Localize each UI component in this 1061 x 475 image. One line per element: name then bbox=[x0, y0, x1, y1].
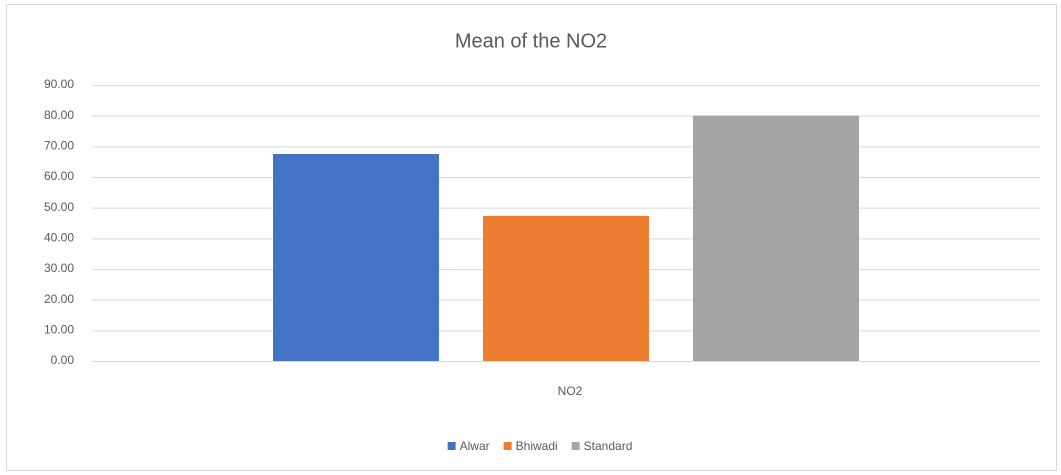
y-tick-label: 90.00 bbox=[44, 77, 74, 91]
bar bbox=[693, 115, 859, 362]
legend-swatch bbox=[571, 442, 580, 450]
y-tick-label: 30.00 bbox=[44, 261, 74, 275]
y-tick-label: 80.00 bbox=[44, 108, 74, 122]
y-tick-label: 10.00 bbox=[44, 323, 74, 337]
bar bbox=[483, 215, 649, 361]
legend-label: Alwar bbox=[460, 439, 490, 453]
legend-swatch bbox=[503, 442, 512, 450]
bar bbox=[273, 154, 439, 361]
legend-label: Bhiwadi bbox=[516, 439, 558, 453]
chart-title: Mean of the NO2 bbox=[455, 30, 607, 52]
legend-swatch bbox=[447, 442, 456, 450]
y-tick-label: 20.00 bbox=[44, 292, 74, 306]
y-tick-label: 50.00 bbox=[44, 200, 74, 214]
y-tick-label: 40.00 bbox=[44, 231, 74, 245]
y-tick-label: 60.00 bbox=[44, 169, 74, 183]
x-tick-label: NO2 bbox=[558, 384, 583, 398]
y-tick-label: 70.00 bbox=[44, 139, 74, 153]
y-tick-label: 0.00 bbox=[51, 353, 75, 367]
legend-label: Standard bbox=[584, 439, 633, 453]
